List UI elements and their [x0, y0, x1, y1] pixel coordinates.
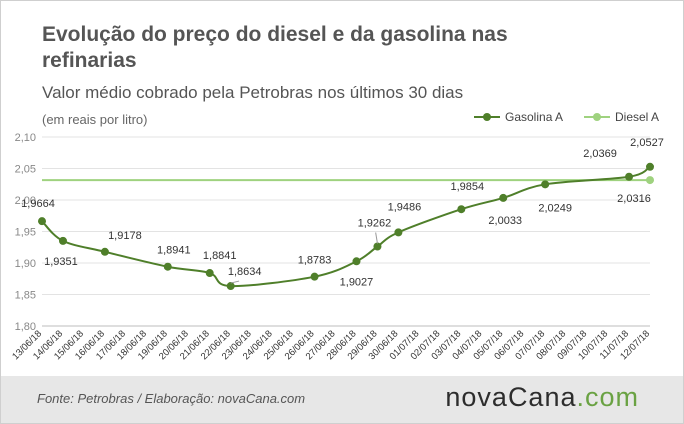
gasolina-point [625, 172, 634, 181]
data-label: 1,9486 [388, 201, 422, 213]
y-tick-label: 1,85 [15, 290, 36, 302]
gasolina-point [499, 193, 508, 202]
y-tick-label: 1,80 [15, 321, 36, 333]
data-label: 2,0033 [488, 215, 522, 227]
novacana-logo: novaCana.com [445, 382, 639, 413]
gasolina-point [58, 236, 67, 245]
logo-part-com: .com [576, 382, 639, 412]
data-label: 1,8841 [203, 250, 237, 262]
gasolina-point [310, 272, 319, 281]
data-label: 1,9664 [21, 198, 55, 210]
data-label: 1,9178 [108, 230, 142, 242]
footer-bar: Fonte: Petrobras / Elaboração: novaCana.… [1, 376, 683, 423]
data-label: 2,0369 [583, 148, 617, 160]
y-tick-label: 1,95 [15, 227, 36, 239]
legend-swatch-diesel [584, 113, 610, 121]
data-label: 1,8783 [298, 255, 332, 267]
gasolina-point [457, 205, 466, 214]
y-tick-label: 2,05 [15, 164, 36, 176]
gasolina-point [38, 217, 46, 226]
gasolina-point [373, 242, 382, 251]
legend-item-diesel: Diesel A [584, 110, 659, 124]
label-leader [375, 232, 378, 244]
data-label: 1,9854 [450, 181, 484, 193]
gasolina-point [394, 228, 403, 237]
data-label: 1,9262 [358, 217, 392, 229]
data-label: 2,0527 [630, 137, 664, 149]
chart-title: Evolução do preço do diesel e da gasolin… [42, 23, 508, 72]
label-leader [230, 280, 240, 284]
logo-part-nova: nova [445, 382, 508, 412]
gasolina-point [646, 162, 654, 171]
data-label: 1,9027 [340, 276, 374, 288]
logo-part-cana: Cana [507, 382, 577, 412]
data-label: 2,0316 [617, 193, 651, 205]
gasolina-line [41, 165, 651, 288]
gasolina-point [205, 269, 214, 278]
gasolina-point [352, 257, 361, 266]
data-label: 2,0249 [538, 202, 572, 214]
legend-label-gasolina: Gasolina A [505, 110, 564, 124]
data-label: 1,9351 [44, 256, 78, 268]
data-label: 1,8941 [157, 245, 191, 257]
legend-swatch-gasolina [474, 113, 500, 121]
legend-label-diesel: Diesel A [615, 110, 660, 124]
chart-subtitle: Valor médio cobrado pela Petrobras nos ú… [42, 83, 464, 102]
legend-item-gasolina: Gasolina A [474, 110, 563, 124]
source-note: Fonte: Petrobras / Elaboração: novaCana.… [37, 391, 306, 406]
y-tick-label: 2,10 [15, 132, 36, 144]
y-tick-label: 2,00 [15, 195, 36, 207]
gasolina-point [541, 180, 550, 189]
y-tick-label: 1,90 [15, 258, 36, 270]
gasolina-point [100, 247, 109, 256]
data-label: 1,8634 [228, 266, 262, 278]
diesel-point [646, 176, 654, 185]
gasolina-point [163, 262, 172, 271]
unit-label: (em reais por litro) [42, 112, 148, 127]
gasolina-point [226, 282, 235, 291]
